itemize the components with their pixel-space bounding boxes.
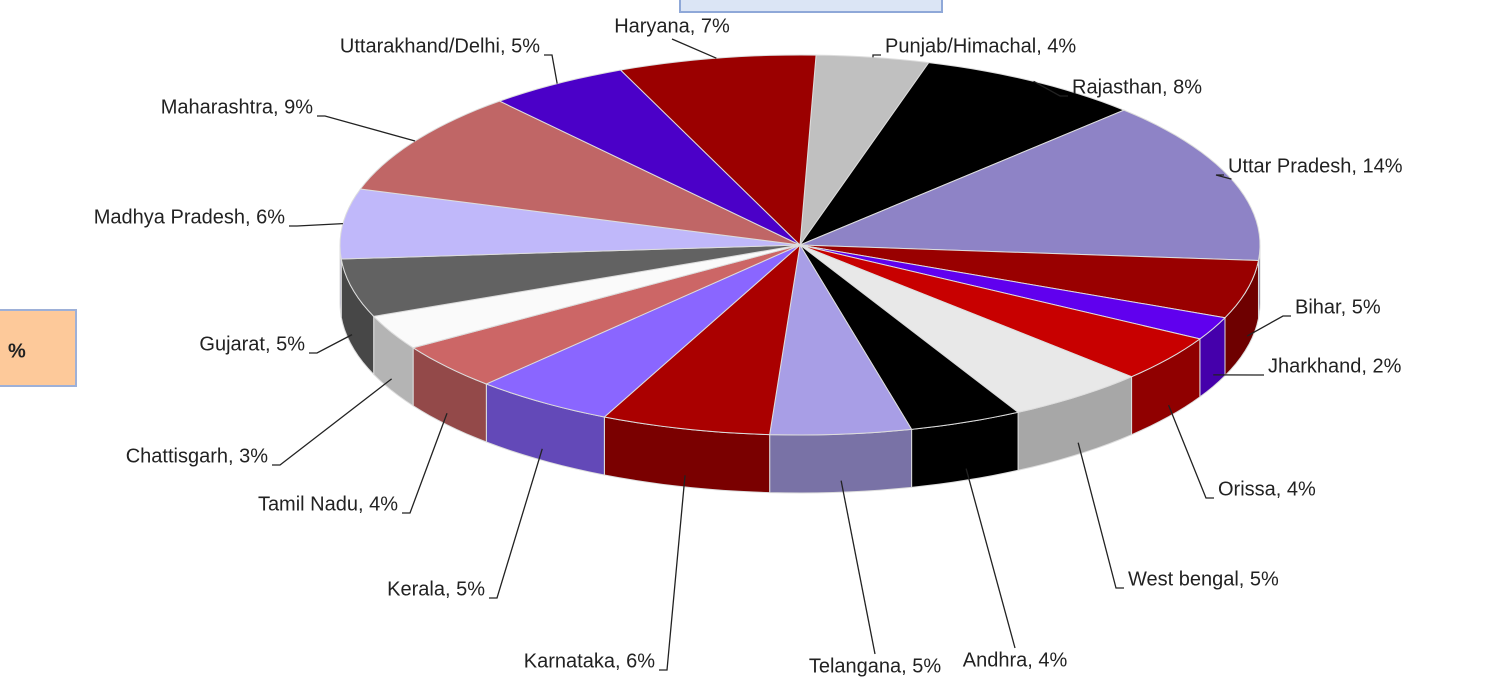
slice (799, 244, 1020, 430)
data-label: West bengal, 5% (1128, 568, 1279, 590)
data-label: Chattisgarh, 3% (126, 445, 269, 467)
leader-line (965, 468, 1016, 649)
slice (372, 244, 801, 349)
data-label: Uttar Pradesh, 14% (1228, 155, 1403, 177)
slice (799, 244, 1202, 378)
leader-line (659, 475, 686, 671)
leader-line (1167, 404, 1214, 499)
slice (498, 69, 801, 246)
slice (619, 54, 817, 247)
slice-side (769, 428, 913, 494)
leader-line (317, 115, 416, 142)
slice (799, 54, 930, 247)
slice (799, 244, 1133, 413)
data-label: Jharkhand, 2% (1268, 355, 1402, 377)
leader-line (309, 334, 353, 354)
data-label: Karnataka, 6% (524, 650, 655, 672)
slice (603, 243, 801, 436)
leader-line (1246, 315, 1291, 337)
data-label: Maharashtra, 9% (161, 96, 314, 118)
leader-line (544, 54, 558, 84)
leader-line (1215, 174, 1232, 180)
data-label: Punjab/Himachal, 4% (885, 35, 1076, 57)
slice (340, 244, 801, 317)
data-label: Telangana, 5% (809, 655, 942, 677)
leader-line (289, 222, 343, 227)
data-label: Madhya Pradesh, 6% (94, 206, 285, 228)
slice (769, 243, 913, 436)
data-label: Tamil Nadu, 4% (258, 493, 398, 515)
data-label: Orissa, 4% (1218, 478, 1316, 500)
leader-line (272, 378, 393, 466)
slice (798, 62, 1126, 247)
data-label: Gujarat, 5% (199, 333, 305, 355)
data-label: Kerala, 5% (387, 578, 485, 600)
slice (339, 188, 801, 260)
leader-line (1033, 80, 1068, 97)
leader-line (872, 54, 881, 58)
leader-line (489, 448, 543, 599)
slice (359, 100, 801, 246)
annotation: % (8, 340, 26, 362)
leader-line (402, 413, 448, 514)
data-label: Haryana, 7% (614, 15, 730, 37)
leader-line (1077, 442, 1124, 589)
data-label: Rajasthan, 8% (1072, 76, 1202, 98)
side-box (0, 309, 77, 387)
data-label: Bihar, 5% (1295, 296, 1381, 318)
slice (485, 244, 801, 418)
data-label: Uttarakhand/Delhi, 5% (340, 35, 540, 57)
leader-line (840, 480, 876, 655)
slice (411, 244, 801, 385)
slice (799, 244, 1260, 319)
leader-line (671, 38, 717, 59)
top-box (679, 0, 943, 13)
data-label: Andhra, 4% (963, 649, 1068, 671)
